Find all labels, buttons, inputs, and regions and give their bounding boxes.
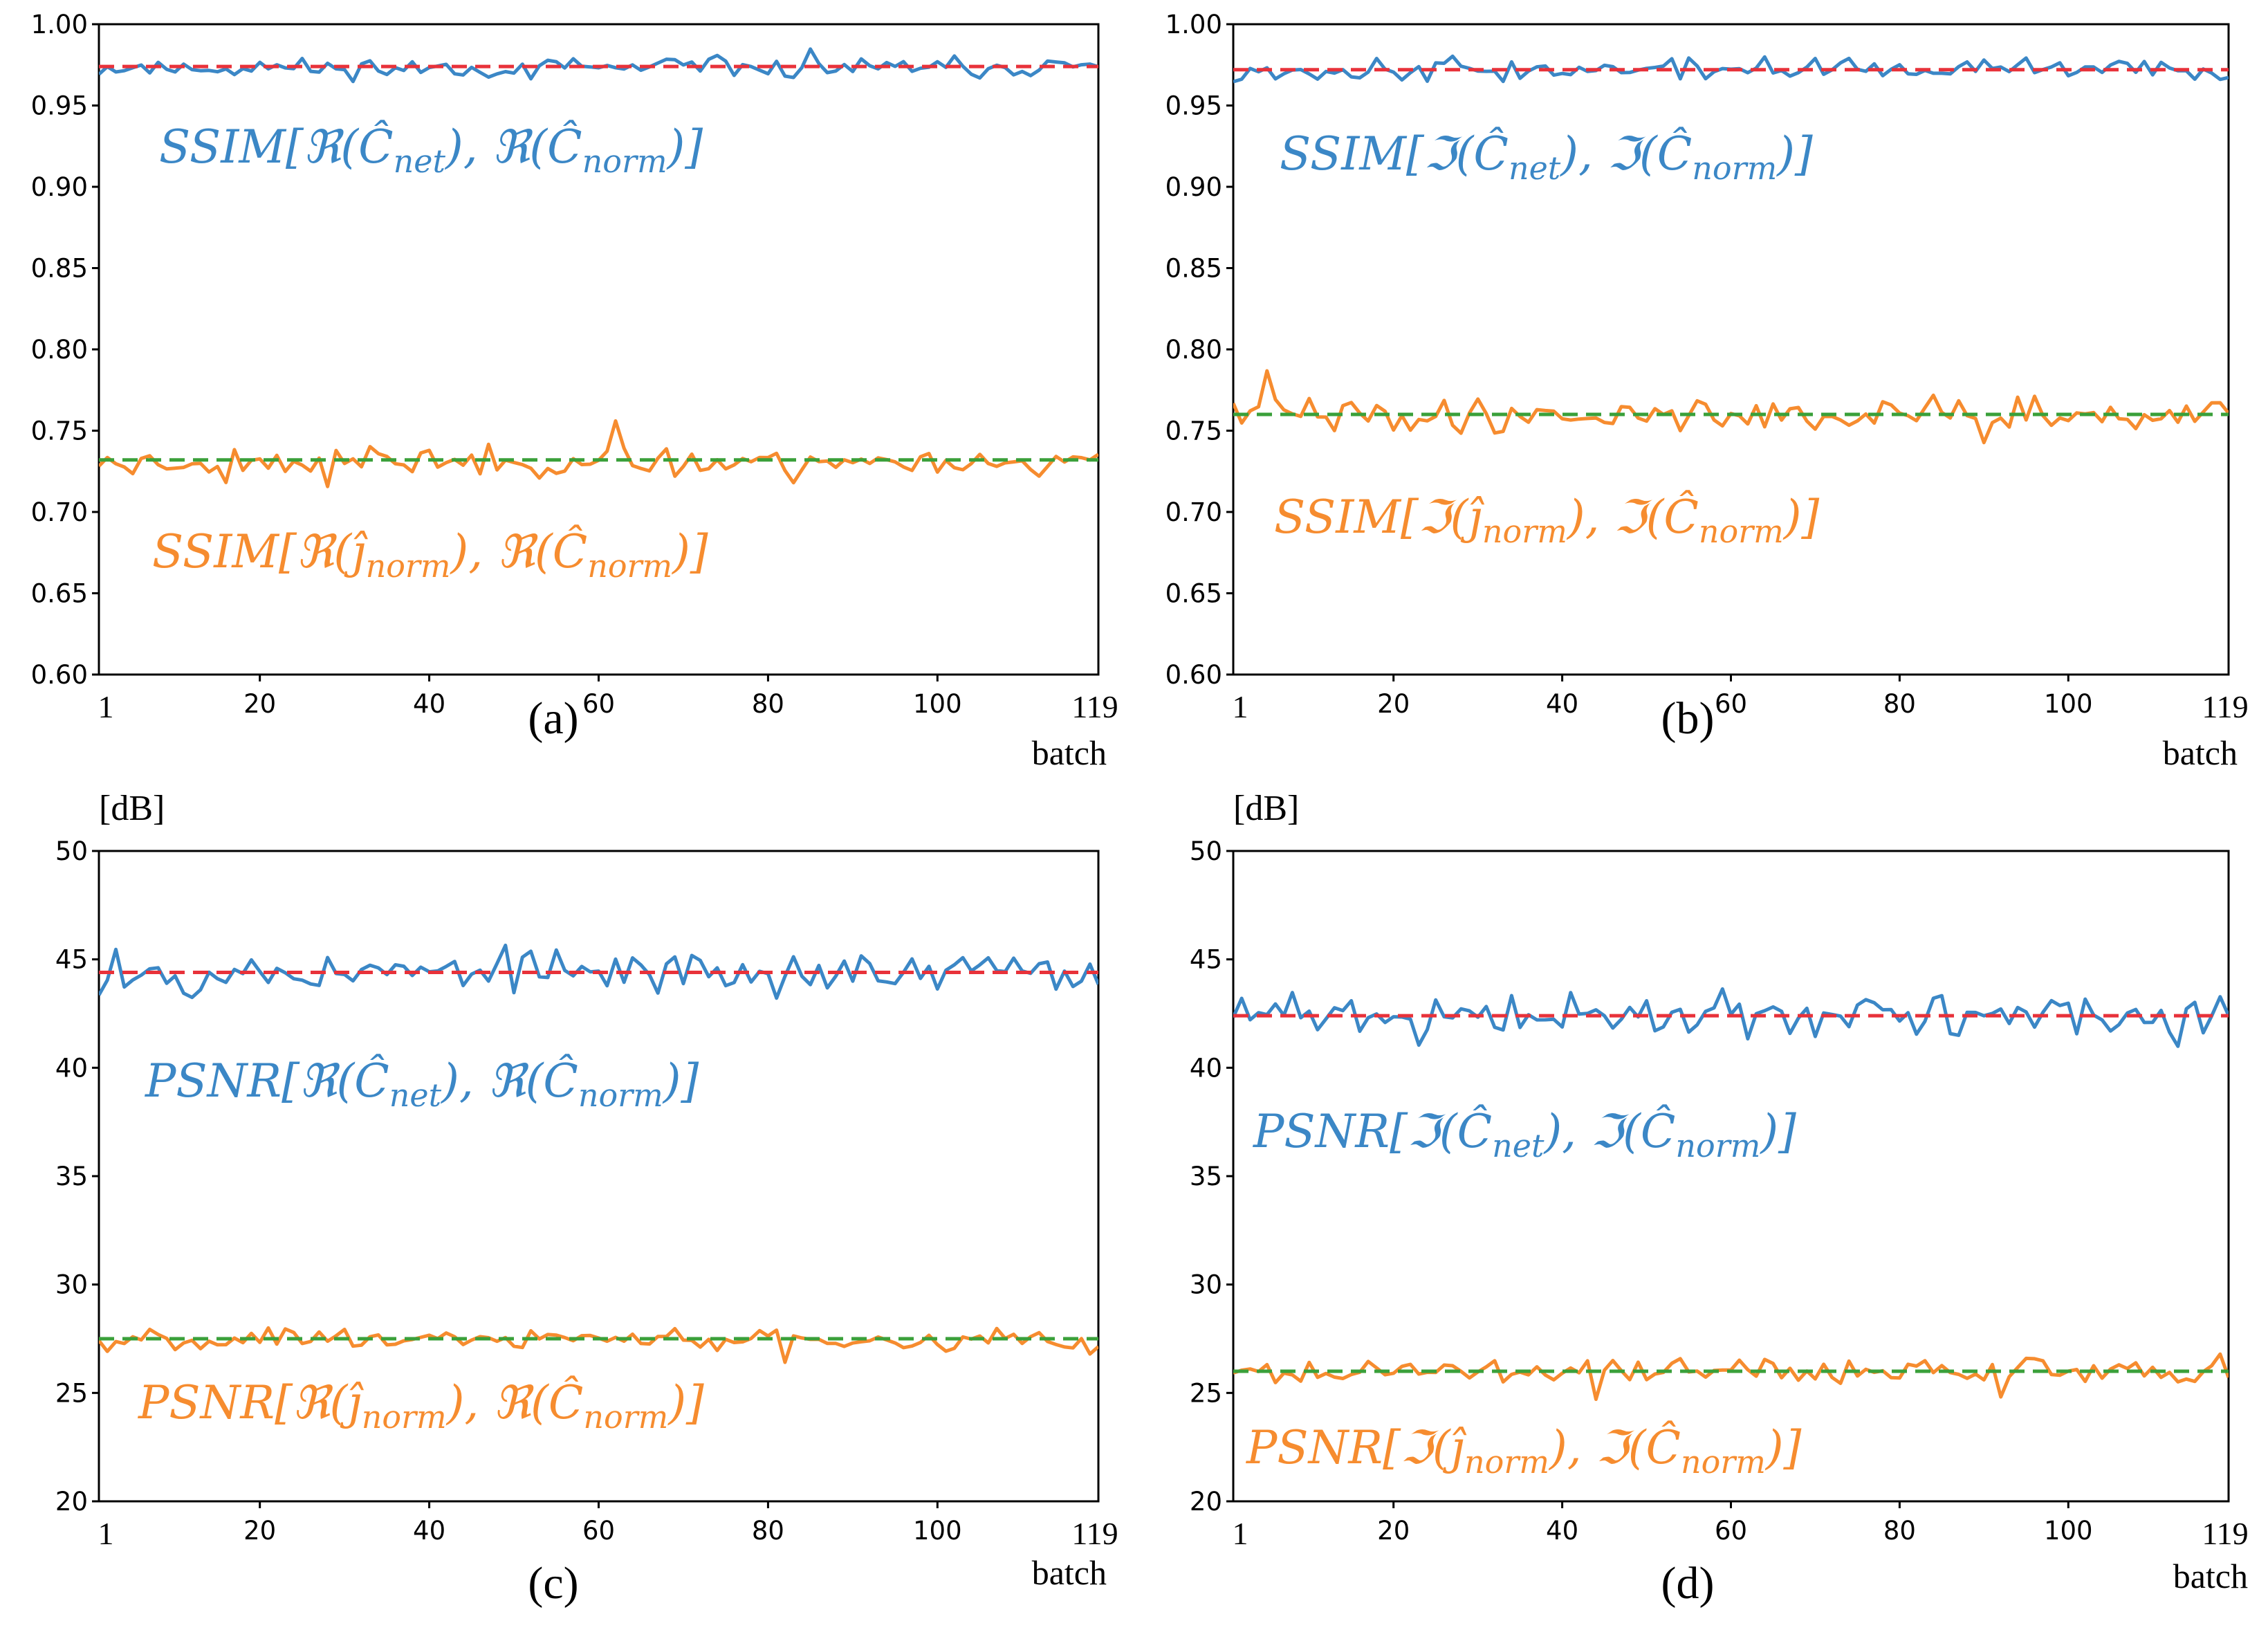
y-tick-label: 0.95 (1165, 91, 1222, 121)
x-tick-label: 80 (752, 1516, 784, 1546)
y-tick-label: 0.65 (1165, 579, 1222, 609)
chart-panel-b: 0.60 0.65 0.70 0.75 0.80 0.85 0.90 0.95 1.00 20 40… (1165, 10, 2249, 772)
panel-label: (b) (1661, 693, 1715, 744)
x-tick-label: 60 (582, 689, 615, 719)
series-annotation: SSIM[ℜ(ĵnorm​), ℜ(Ĉnorm​)] (152, 524, 708, 585)
y-tick-label: 0.80 (31, 335, 88, 365)
y-tick-label: 1.00 (31, 10, 88, 39)
x-end-label: 119 (1071, 1516, 1118, 1551)
x-tick-label: 100 (2044, 689, 2093, 719)
series-line-net (1233, 987, 2229, 1048)
x-tick-label: 20 (1377, 689, 1410, 719)
y-tick-label: 50 (1190, 836, 1222, 866)
y-tick-label: 0.70 (1165, 497, 1222, 527)
panel-label: (d) (1661, 1558, 1715, 1609)
y-tick-label: 30 (55, 1270, 88, 1300)
x-axis-label: batch (1032, 1553, 1107, 1592)
chart-panel-a: 0.60 0.65 0.70 0.75 0.80 0.85 0.90 0.95 1.00 20 40… (31, 10, 1118, 772)
x-axis-label: batch (1032, 733, 1107, 772)
y-tick-label: 45 (55, 945, 88, 975)
y-tick-label: 0.90 (1165, 172, 1222, 202)
series-line-norm (99, 419, 1098, 488)
y-unit-label: [dB] (99, 789, 165, 828)
x-tick-label: 80 (1883, 689, 1916, 719)
x-end-label: 119 (2202, 1516, 2248, 1551)
series-annotation: SSIM[ℑ(Ĉnet​), ℑ(Ĉnorm​)] (1280, 127, 1813, 187)
y-tick-label: 35 (1190, 1162, 1222, 1191)
x-end-label: 119 (1071, 689, 1118, 724)
y-tick-label: 0.85 (1165, 254, 1222, 284)
y-tick-label: 50 (55, 836, 88, 866)
plot-frame (1232, 23, 2230, 676)
x-tick-label: 20 (243, 1516, 276, 1546)
series-annotation: PSNR[ℜ(Ĉnet​), ℜ(Ĉnorm​)] (145, 1054, 699, 1114)
series-line-norm (99, 1326, 1098, 1364)
plot-area (1233, 987, 2229, 1401)
x-tick-label: 60 (1715, 1516, 1747, 1546)
y-tick-label: 0.85 (31, 254, 88, 284)
x-end-label: 119 (2202, 689, 2248, 724)
x-tick-label: 40 (413, 689, 445, 719)
series-line-norm (1233, 1352, 2229, 1401)
y-tick-label: 0.70 (31, 497, 88, 527)
x-tick-label: 40 (413, 1516, 445, 1546)
x-tick-label: 20 (1377, 1516, 1410, 1546)
x-start-label: 1 (1233, 1516, 1248, 1551)
x-axis-label: batch (2173, 1557, 2248, 1595)
x-tick-label: 60 (582, 1516, 615, 1546)
y-tick-label: 40 (1190, 1053, 1222, 1083)
series-annotation: SSIM[ℑ(ĵnorm​), ℑ(Ĉnorm​)] (1274, 490, 1820, 550)
x-tick-label: 20 (243, 689, 276, 719)
y-unit-label: [dB] (1233, 789, 1299, 828)
x-tick-label: 40 (1546, 689, 1578, 719)
x-start-label: 1 (98, 689, 114, 724)
plot-frame (1232, 850, 2230, 1503)
x-axis-label: batch (2163, 733, 2238, 772)
series-line-norm (1233, 369, 2229, 445)
x-tick-label: 80 (1883, 1516, 1916, 1546)
y-tick-label: 0.60 (1165, 660, 1222, 690)
x-tick-label: 40 (1546, 1516, 1578, 1546)
x-tick-label: 60 (1715, 689, 1747, 719)
y-tick-label: 25 (1190, 1378, 1222, 1408)
y-tick-label: 0.80 (1165, 335, 1222, 365)
x-tick-label: 100 (2044, 1516, 2093, 1546)
y-tick-label: 0.90 (31, 172, 88, 202)
y-tick-label: 1.00 (1165, 10, 1222, 39)
y-tick-label: 20 (55, 1487, 88, 1517)
x-tick-label: 100 (913, 1516, 962, 1546)
y-tick-label: 0.95 (31, 91, 88, 121)
y-tick-label: 35 (55, 1162, 88, 1191)
x-start-label: 1 (1233, 689, 1248, 724)
y-tick-label: 0.65 (31, 579, 88, 609)
y-tick-label: 25 (55, 1378, 88, 1408)
y-tick-label: 20 (1190, 1487, 1222, 1517)
plot-area (99, 943, 1098, 1364)
plot-area (99, 47, 1098, 488)
chart-panel-d: 20 25 30 35 40 45 50 20 40 60 80 100 1 119 batch [dB] (d… (1190, 789, 2249, 1609)
x-start-label: 1 (98, 1516, 114, 1551)
plot-area (1233, 54, 2229, 445)
y-tick-label: 45 (1190, 945, 1222, 975)
y-tick-label: 40 (55, 1053, 88, 1083)
series-annotation: PSNR[ℑ(Ĉnet​), ℑ(Ĉnorm​)] (1253, 1104, 1796, 1164)
x-tick-label: 80 (752, 689, 784, 719)
y-tick-label: 0.75 (1165, 416, 1222, 446)
series-annotation: PSNR[ℑ(ĵnorm​), ℑ(Ĉnorm​)] (1246, 1420, 1802, 1481)
panel-label: (c) (528, 1558, 578, 1609)
y-tick-label: 0.60 (31, 660, 88, 690)
series-annotation: PSNR[ℜ(ĵnorm​), ℜ(Ĉnorm​)] (138, 1375, 704, 1436)
x-tick-label: 100 (913, 689, 962, 719)
y-tick-label: 30 (1190, 1270, 1222, 1300)
panel-label: (a) (528, 693, 578, 744)
y-tick-label: 0.75 (31, 416, 88, 446)
series-annotation: SSIM[ℜ(Ĉnet​), ℜ(Ĉnorm​)] (159, 120, 703, 180)
